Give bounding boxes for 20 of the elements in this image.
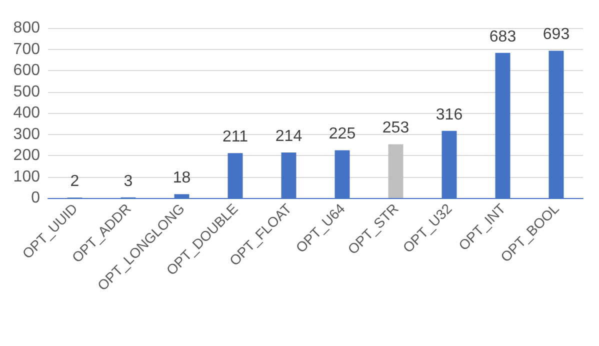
- data-label: 225: [328, 126, 356, 143]
- data-label: 2: [70, 173, 80, 190]
- y-tick-label: 0: [31, 190, 40, 206]
- data-label: 18: [172, 170, 191, 187]
- y-tick-label: 300: [13, 126, 40, 143]
- y-tick-label: 400: [13, 104, 40, 122]
- data-label: 683: [489, 28, 516, 46]
- data-label: 693: [542, 26, 570, 44]
- y-tick-label: 500: [13, 83, 40, 100]
- y-tick-label: 600: [13, 62, 40, 79]
- data-label: 3: [124, 172, 133, 190]
- y-tick-label: 200: [13, 147, 40, 164]
- y-tick-label: 700: [13, 40, 40, 58]
- data-label: 253: [382, 120, 410, 137]
- data-label: 316: [436, 106, 463, 124]
- y-tick-label: 100: [13, 168, 40, 186]
- data-label: 211: [222, 128, 248, 146]
- bar: [388, 144, 404, 198]
- data-label: 214: [275, 128, 302, 146]
- y-tick-label: 800: [13, 20, 40, 36]
